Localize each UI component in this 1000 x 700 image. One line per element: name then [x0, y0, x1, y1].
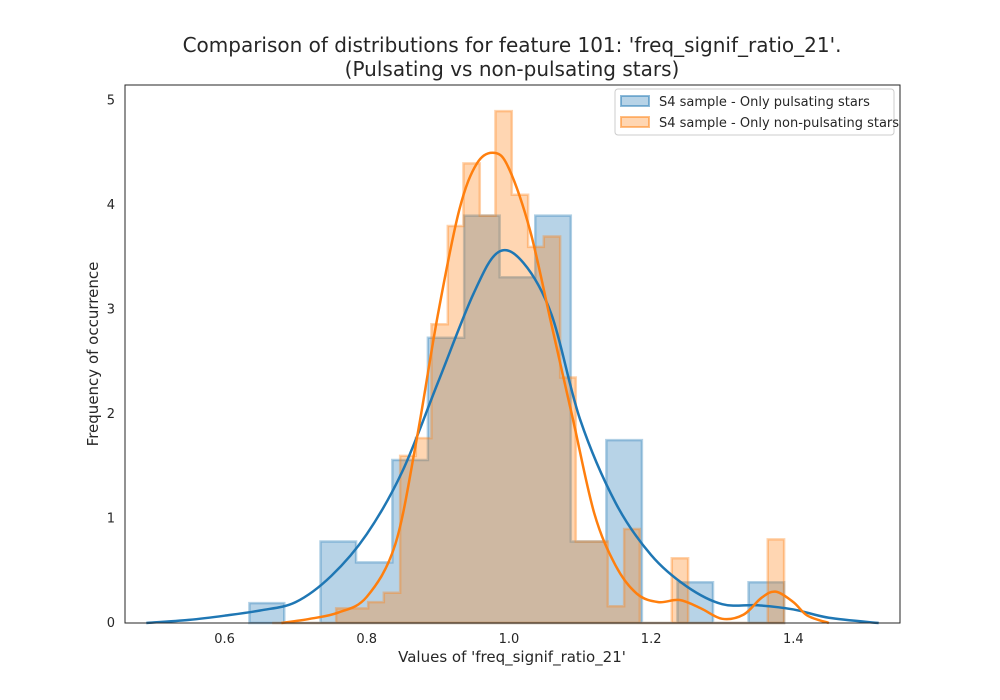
y-tick-label: 3 [107, 303, 115, 318]
chart-title-line1: Comparison of distributions for feature … [183, 33, 842, 57]
chart-title-line2: (Pulsating vs non-pulsating stars) [345, 57, 680, 81]
legend-swatch-non-pulsating [620, 116, 650, 128]
x-tick-label: 0.6 [214, 632, 235, 647]
legend-label-non-pulsating: S4 sample - Only non-pulsating stars [659, 116, 899, 131]
kde-curve-non-pulsating [281, 151, 830, 625]
x-tick-label: 1.2 [641, 632, 662, 647]
x-axis-label: Values of 'freq_signif_ratio_21' [398, 648, 626, 667]
y-tick-label: 5 [107, 94, 115, 109]
legend-label-pulsating: S4 sample - Only pulsating stars [659, 95, 870, 110]
y-axis-label: Frequency of occurrence [84, 262, 102, 447]
x-tick-label: 1.0 [499, 632, 520, 647]
y-tick-label: 1 [107, 512, 115, 527]
x-tick-label: 1.4 [783, 632, 804, 647]
legend: S4 sample - Only pulsating stars S4 samp… [614, 88, 899, 136]
x-axis: 0.6 0.8 1.0 1.2 1.4 [214, 632, 803, 647]
x-tick-label: 0.8 [356, 632, 377, 647]
y-axis: 0 1 2 3 4 5 [107, 94, 115, 631]
legend-swatch-pulsating [620, 95, 650, 107]
y-tick-label: 2 [107, 407, 115, 422]
y-tick-label: 4 [107, 198, 115, 213]
legend-box [614, 88, 895, 136]
plot-area [146, 109, 879, 625]
y-tick-label: 0 [107, 616, 115, 631]
kde-curve-pulsating [146, 248, 879, 625]
plot-frame [124, 84, 901, 624]
